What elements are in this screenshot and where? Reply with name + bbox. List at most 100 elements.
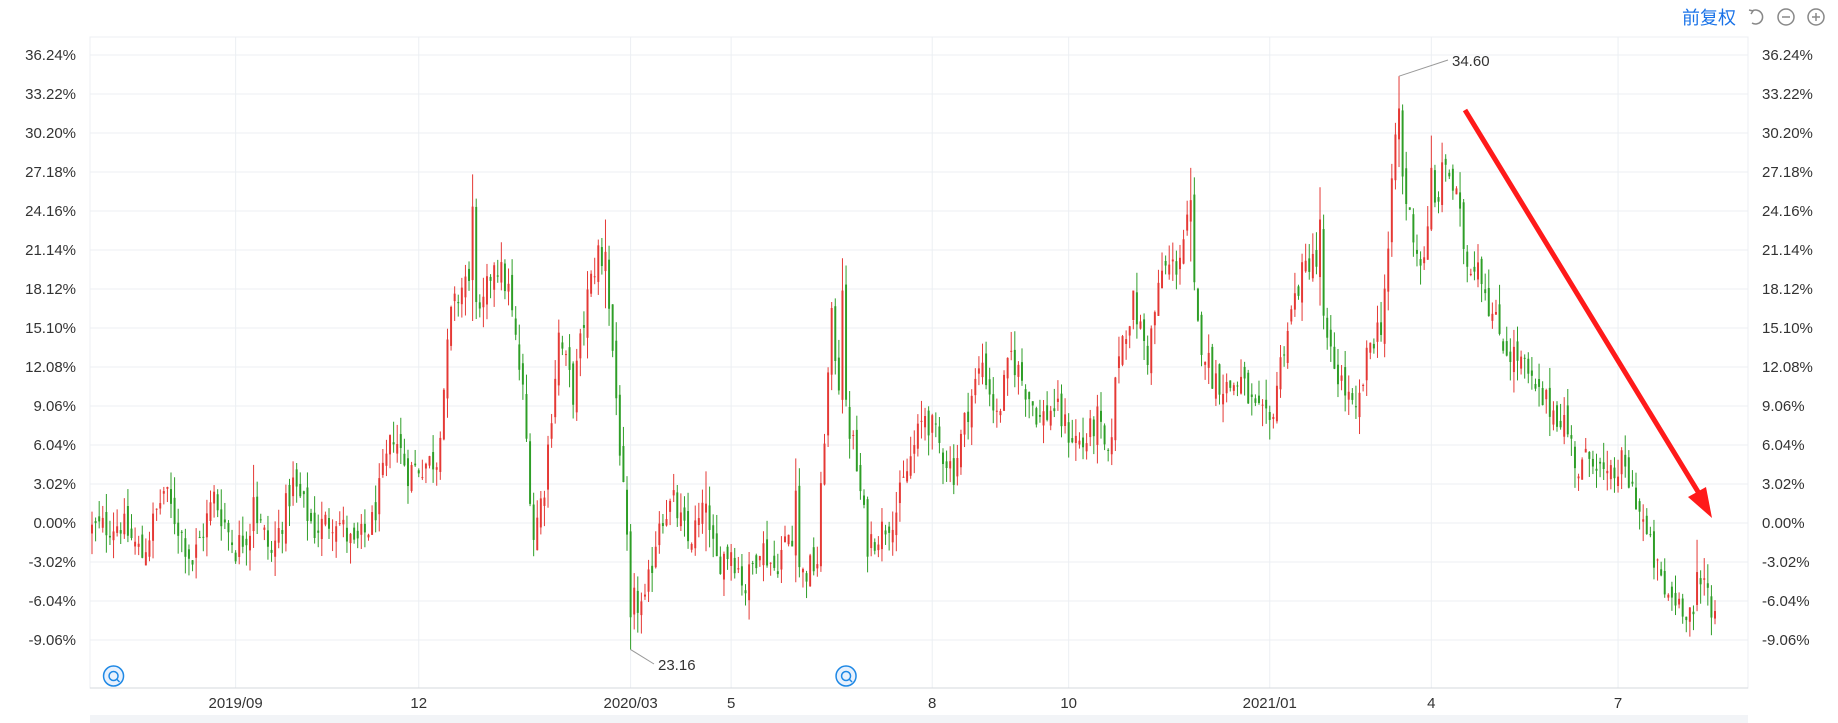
candle — [1430, 135, 1433, 232]
candle — [988, 367, 991, 407]
y-tick-label-left: 15.10% — [25, 320, 76, 337]
candle-body — [1225, 381, 1228, 394]
candle — [1674, 575, 1677, 616]
event-marker-icon[interactable] — [835, 665, 857, 687]
candle-body — [155, 508, 158, 510]
candle — [1017, 361, 1020, 395]
x-tick-label: 7 — [1614, 695, 1622, 712]
candle — [1225, 373, 1228, 403]
event-marker-icon[interactable] — [102, 665, 125, 687]
candle — [1541, 381, 1544, 406]
candle — [916, 414, 919, 457]
candle-body — [371, 512, 374, 535]
candle-body — [464, 276, 467, 298]
candle — [439, 431, 442, 480]
candle-body — [1624, 454, 1627, 467]
candle — [223, 502, 226, 530]
candle-body — [1667, 594, 1670, 598]
candle-body — [748, 564, 751, 601]
candle-body — [119, 530, 122, 534]
candle — [697, 502, 700, 538]
candle — [1405, 151, 1408, 221]
candle-body — [270, 549, 273, 553]
candle — [220, 489, 223, 541]
candle — [180, 530, 183, 553]
candle-body — [1293, 293, 1296, 310]
candle — [238, 520, 241, 565]
candle-body — [981, 362, 984, 378]
candle-body — [335, 526, 338, 542]
candle-body — [485, 276, 488, 305]
candle — [776, 553, 779, 578]
candle — [1340, 365, 1343, 391]
candle-body — [608, 259, 611, 309]
candle — [1649, 526, 1652, 538]
candle — [1153, 310, 1156, 345]
candle-body — [1103, 425, 1106, 445]
candle-body — [683, 507, 686, 521]
candle — [1290, 305, 1293, 325]
candle-body — [974, 378, 977, 396]
candle — [1617, 459, 1620, 493]
candle-body — [651, 565, 654, 574]
zoom-out-icon[interactable] — [1776, 7, 1796, 27]
grid-lines — [89, 36, 1749, 689]
candle-body — [507, 283, 510, 292]
candle — [1706, 564, 1709, 606]
candle — [274, 521, 277, 577]
candle-body — [690, 544, 693, 550]
candle — [1222, 374, 1225, 423]
candle — [1394, 122, 1397, 190]
candle-body — [141, 534, 144, 558]
y-tick-label-right: 3.02% — [1762, 476, 1805, 493]
candle-body — [446, 339, 449, 399]
candle-body — [1538, 379, 1541, 387]
y-tick-label-left: 0.00% — [33, 515, 76, 532]
candle-body — [1591, 458, 1594, 467]
candle — [1369, 342, 1372, 360]
candle — [557, 319, 560, 396]
candle — [184, 528, 187, 574]
candle — [1459, 172, 1462, 227]
candle — [475, 198, 478, 320]
candle — [1150, 325, 1153, 385]
candle-body — [116, 526, 119, 533]
candle — [503, 259, 506, 300]
candle — [1035, 406, 1038, 428]
candle — [389, 434, 392, 469]
candle-body — [1329, 329, 1332, 347]
candle-body — [1394, 134, 1397, 181]
candle — [1186, 200, 1189, 236]
candle — [737, 556, 740, 574]
candle-body — [1117, 356, 1120, 368]
candle-body — [1340, 375, 1343, 381]
candle — [880, 508, 883, 562]
adjust-mode-button[interactable]: 前复权 — [1682, 8, 1736, 28]
candle-body — [547, 444, 550, 490]
max-leader-line — [1398, 59, 1449, 77]
candle-body — [1642, 519, 1645, 522]
candle-body — [1071, 438, 1074, 443]
candle-body — [988, 379, 991, 395]
candle-body — [1038, 414, 1041, 417]
candle — [1272, 413, 1275, 429]
candle — [956, 444, 959, 486]
candle — [999, 408, 1002, 423]
candle-body — [593, 276, 596, 278]
candle — [1322, 214, 1325, 330]
candle — [245, 531, 248, 566]
candle-body — [1527, 358, 1530, 374]
candle — [1064, 398, 1067, 434]
y-tick-label-left: 27.18% — [25, 164, 76, 181]
candle — [399, 417, 402, 465]
candle-body — [970, 395, 973, 428]
candle-body — [1161, 270, 1164, 289]
candle-body — [306, 487, 309, 521]
undo-icon[interactable] — [1746, 7, 1766, 27]
x-tick-label: 4 — [1427, 695, 1435, 712]
candle-body — [381, 462, 384, 476]
candle — [126, 489, 129, 543]
zoom-in-icon[interactable] — [1806, 7, 1826, 27]
candle-body — [148, 540, 151, 557]
candle-body — [819, 483, 822, 567]
